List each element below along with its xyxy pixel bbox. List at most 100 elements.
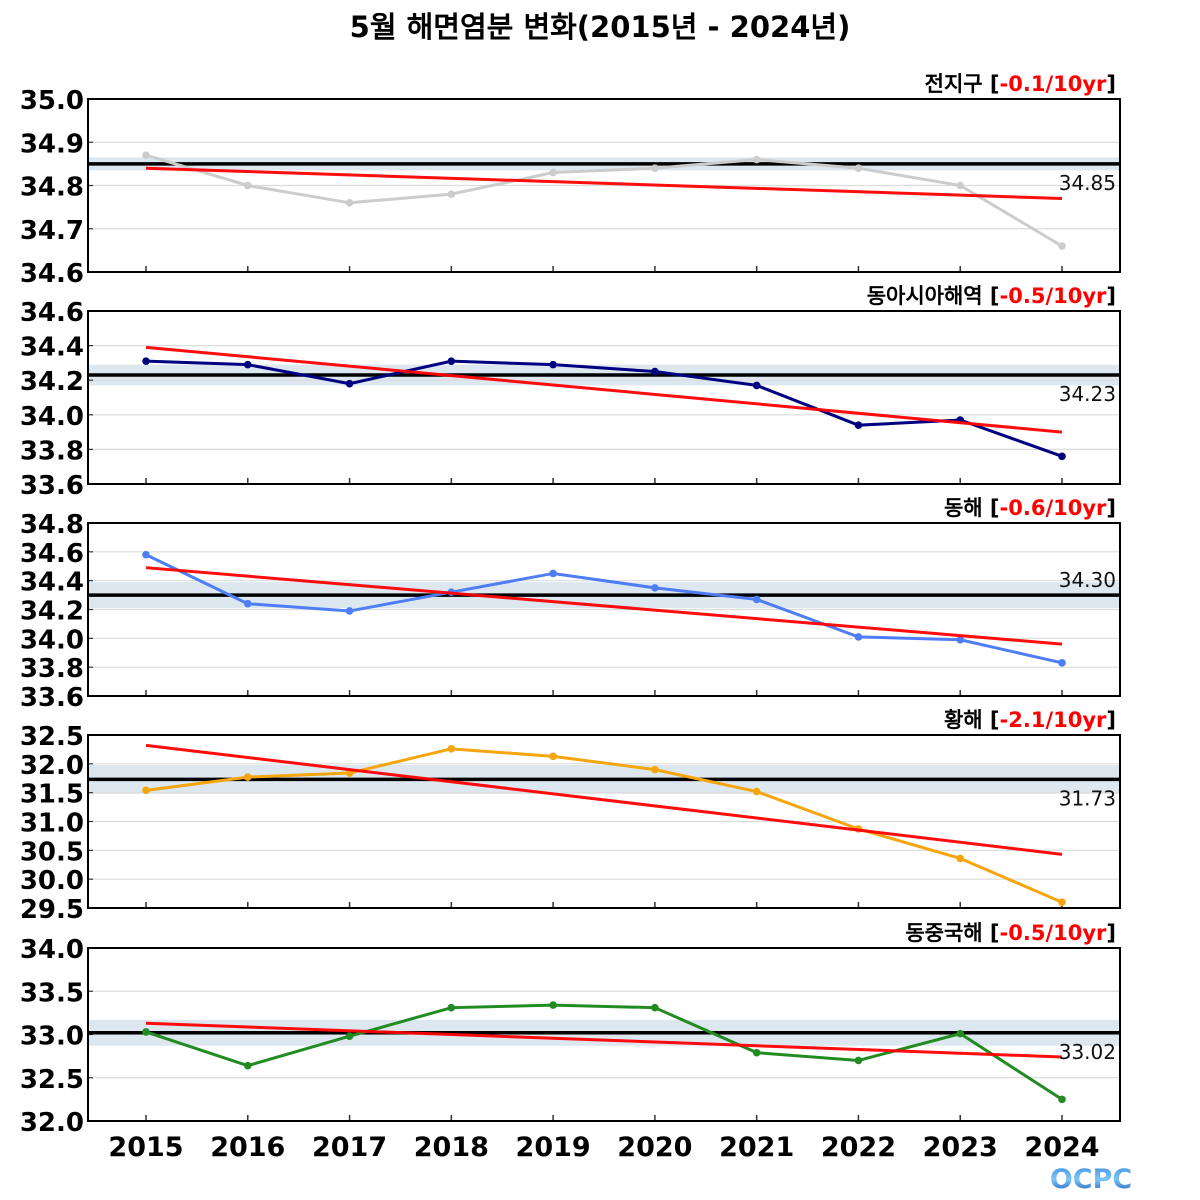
y-tick-label: 34.2 — [20, 597, 84, 627]
y-tick-label: 31.5 — [20, 780, 84, 810]
series-line — [145, 747, 1063, 904]
data-point — [651, 367, 659, 376]
x-tick-label: 2019 — [516, 1132, 591, 1163]
bracket: ] — [1106, 284, 1116, 308]
data-point — [956, 181, 965, 190]
y-tick-label: 33.5 — [20, 978, 84, 1008]
y-tick-label: 34.6 — [20, 539, 84, 569]
data-point — [1058, 898, 1066, 907]
logo-text: OCPC — [1050, 1164, 1132, 1193]
data-point — [1058, 1095, 1066, 1104]
data-point — [651, 164, 659, 172]
trend-rate: -2.1/10yr — [1000, 708, 1107, 732]
plot-frame — [87, 98, 1121, 273]
y-tick-label: 34.0 — [20, 935, 84, 965]
data-point — [243, 1061, 252, 1070]
panel-title: 전지구 [-0.1/10yr] — [925, 72, 1116, 96]
data-point — [752, 155, 761, 164]
data-point — [752, 787, 761, 796]
data-point — [549, 360, 557, 369]
plot-frame — [87, 947, 1121, 1122]
trend-line — [145, 166, 1063, 200]
panel-1: 35.0 34.9 34.8 34.7 34.6 34.85 전지구 [-0.1/10yr] — [20, 72, 1121, 289]
y-tick-label: 33.6 — [20, 683, 84, 713]
panel-title: 황해 [-2.1/10yr] — [944, 708, 1116, 732]
trend-rate: -0.5/10yr — [1000, 921, 1107, 945]
mean-value-label: 33.02 — [1059, 1040, 1116, 1064]
plot-frame — [87, 310, 1121, 485]
data-point — [549, 168, 557, 177]
data-point — [243, 181, 252, 190]
data-point — [651, 584, 659, 592]
data-point — [956, 635, 965, 644]
data-point — [1058, 452, 1066, 461]
data-point — [345, 607, 354, 615]
region-name: 황해 [ — [944, 708, 1000, 732]
region-name: 전지구 [ — [925, 72, 1000, 96]
y-tick-label: 34.9 — [20, 129, 84, 159]
panel-title: 동해 [-0.6/10yr] — [944, 496, 1116, 520]
y-tick-label: 34.8 — [20, 173, 84, 203]
data-point — [345, 379, 354, 388]
data-point — [651, 765, 659, 774]
data-point — [549, 752, 557, 761]
y-tick-label: 34.4 — [20, 333, 84, 363]
data-point — [854, 164, 863, 172]
x-tick-label: 2022 — [821, 1132, 896, 1163]
series-line — [145, 553, 1063, 665]
data-point — [447, 745, 456, 753]
y-tick-label: 34.6 — [20, 298, 84, 328]
data-point — [142, 786, 150, 795]
y-tick-label: 32.5 — [20, 722, 84, 752]
data-point — [345, 1032, 354, 1041]
y-tick-label: 34.8 — [20, 510, 84, 540]
bracket: ] — [1106, 72, 1116, 96]
bracket: ] — [1106, 708, 1116, 732]
trend-line — [145, 566, 1063, 646]
y-tick-label: 33.6 — [20, 471, 84, 501]
x-tick-label: 2018 — [414, 1132, 489, 1163]
panel-title: 동아시아해역 [-0.5/10yr] — [867, 284, 1116, 308]
mean-value-label: 34.30 — [1059, 568, 1116, 592]
y-tick-label: 33.0 — [20, 1022, 84, 1052]
y-tick-label: 30.5 — [20, 837, 84, 867]
series-line — [145, 359, 1063, 458]
data-point — [956, 854, 965, 863]
y-tick-label: 32.0 — [20, 751, 84, 781]
data-point — [142, 1028, 150, 1036]
bracket: ] — [1106, 496, 1116, 520]
y-tick-label: 32.0 — [20, 1108, 84, 1138]
trend-rate: -0.6/10yr — [1000, 496, 1107, 520]
data-point — [752, 1048, 761, 1057]
data-point — [1058, 659, 1066, 667]
y-tick-label: 32.5 — [20, 1065, 84, 1095]
y-tick-label: 34.0 — [20, 402, 84, 432]
plot-frame — [87, 734, 1121, 909]
plot-frame — [87, 522, 1121, 697]
data-point — [447, 190, 456, 198]
y-tick-label: 34.0 — [20, 625, 84, 655]
series-line — [145, 1003, 1063, 1101]
data-point — [854, 421, 863, 429]
mean-value-label: 34.23 — [1059, 382, 1116, 406]
y-tick-label: 29.5 — [20, 895, 84, 925]
data-point — [243, 360, 252, 369]
data-point — [345, 199, 354, 207]
x-tick-label: 2021 — [719, 1132, 794, 1163]
data-point — [549, 1001, 557, 1009]
panel-4: 32.532.031.531.030.530.029.5 31.73 황해 [-2.… — [20, 708, 1121, 925]
data-point — [243, 773, 252, 781]
x-tick-label: 2023 — [923, 1132, 998, 1163]
data-point — [752, 381, 761, 390]
y-tick-label: 34.7 — [20, 216, 84, 246]
region-name: 동해 [ — [944, 496, 1000, 520]
y-tick-label: 34.4 — [20, 568, 84, 598]
mean-value-label: 34.85 — [1059, 171, 1116, 195]
x-tick-label: 2024 — [1024, 1132, 1099, 1163]
data-point — [956, 1029, 965, 1038]
x-tick-label: 2020 — [617, 1132, 692, 1163]
y-tick-label: 34.2 — [20, 367, 84, 397]
trend-rate: -0.5/10yr — [1000, 284, 1107, 308]
data-point — [549, 569, 557, 578]
